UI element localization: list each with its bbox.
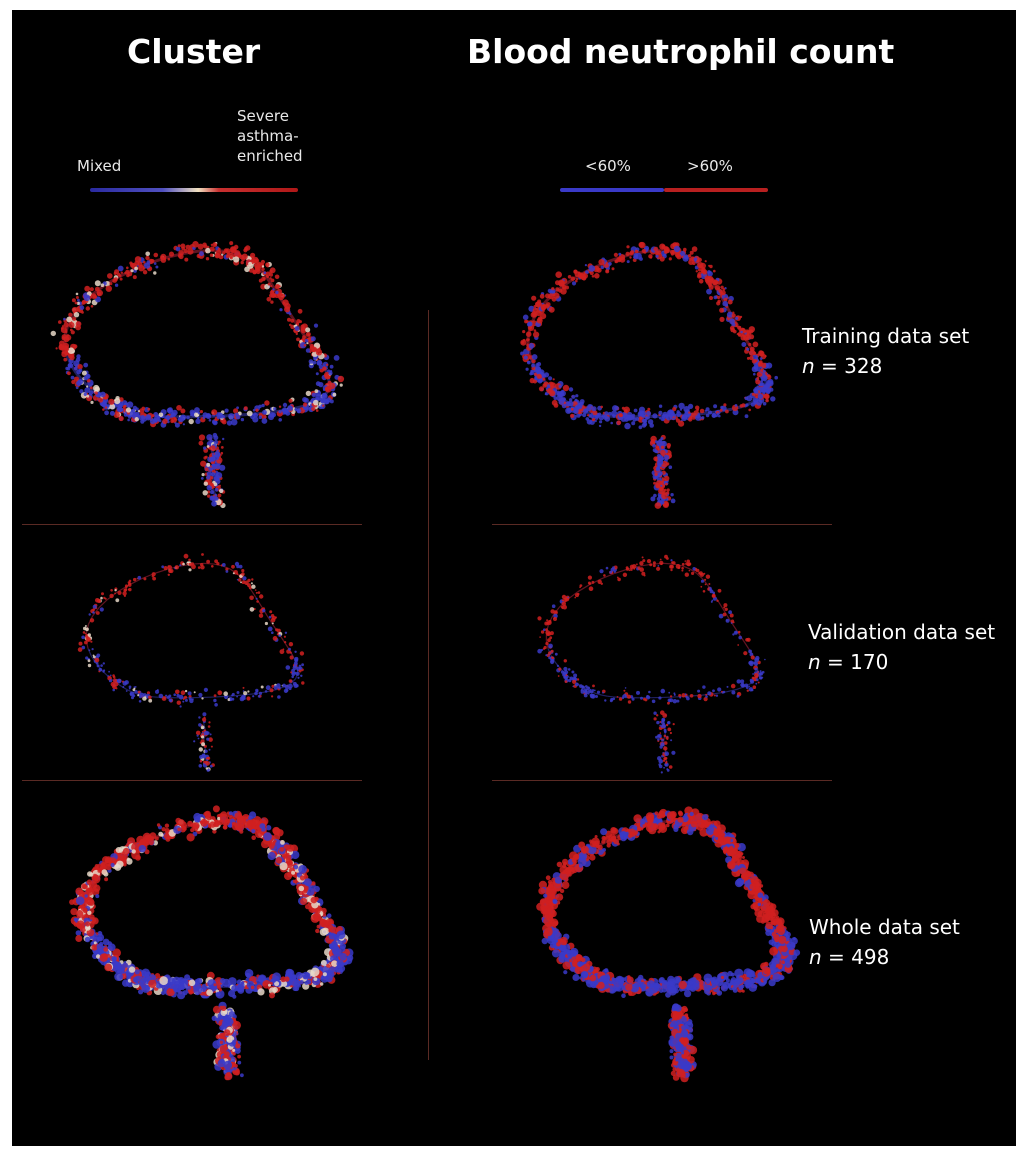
cluster-color-scale (90, 188, 298, 192)
network-panel (537, 554, 766, 774)
neutrophil-title: Blood neutrophil count (467, 32, 895, 71)
training-n-value: = 328 (814, 354, 883, 378)
validation-n-value: = 170 (820, 650, 889, 674)
cluster-title: Cluster (127, 32, 261, 71)
whole-n-prefix: n (809, 945, 822, 969)
whole-name: Whole data set (809, 915, 960, 939)
validation-label: Validation data set n = 170 (808, 617, 995, 677)
network-panel (69, 805, 354, 1081)
neutrophil-legend-low-label: <60% (585, 157, 631, 175)
neutrophil-scale-low (560, 188, 664, 192)
row-divider-right-2 (492, 780, 832, 781)
row-divider-left-1 (22, 524, 362, 525)
cluster-legend-high-label-3: enriched (237, 147, 303, 165)
cluster-legend-high-label-1: Severe (237, 107, 289, 125)
network-panel (536, 806, 801, 1083)
validation-name: Validation data set (808, 620, 996, 644)
network-panel (520, 241, 778, 509)
training-label: Training data set n = 328 (802, 321, 969, 381)
network-maps (50, 241, 801, 1083)
cluster-legend-high-label-2: asthma- (237, 127, 299, 145)
network-panel (50, 241, 345, 509)
row-divider-right-1 (492, 524, 832, 525)
figure-canvas: Cluster Blood neutrophil count Mixed Sev… (12, 10, 1016, 1146)
whole-n-value: = 498 (821, 945, 890, 969)
training-n-prefix: n (802, 354, 815, 378)
neutrophil-legend-high-label: >60% (687, 157, 733, 175)
neutrophil-scale-high (664, 188, 768, 192)
column-divider (428, 310, 429, 1060)
training-name: Training data set (802, 324, 970, 348)
whole-label: Whole data set n = 498 (809, 912, 960, 972)
row-divider-left-2 (22, 780, 362, 781)
validation-n-prefix: n (808, 650, 821, 674)
network-panel (77, 553, 305, 772)
cluster-legend-low-label: Mixed (77, 157, 122, 175)
